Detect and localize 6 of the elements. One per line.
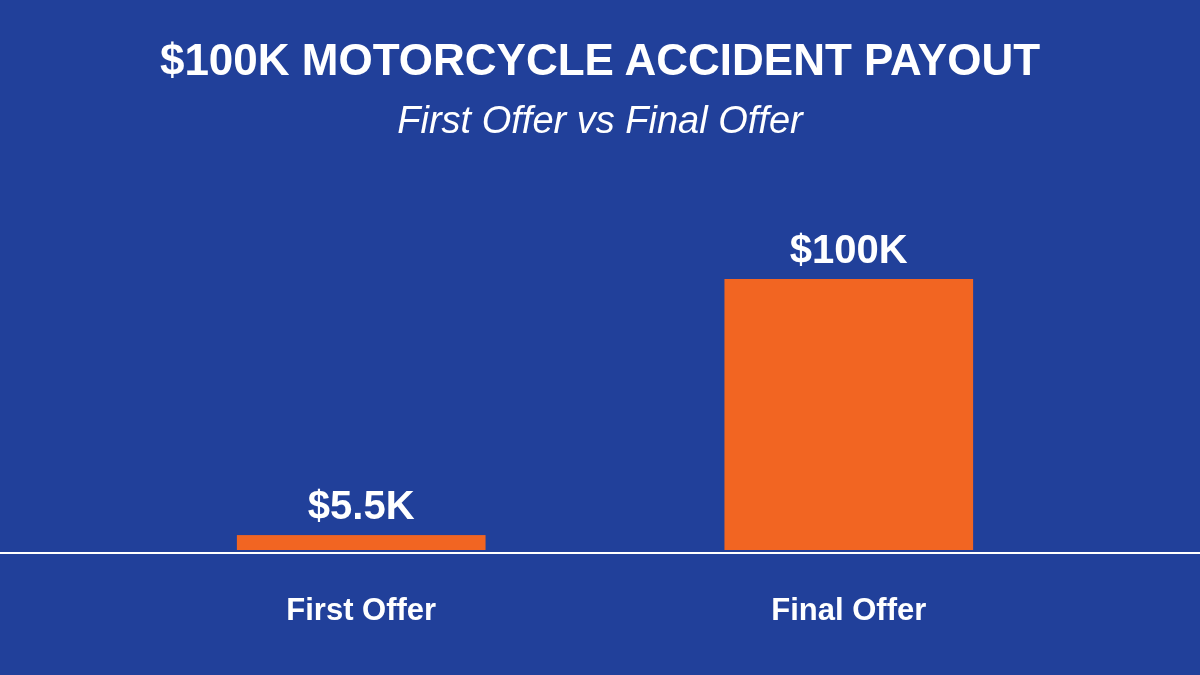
chart-subtitle: First Offer vs Final Offer [397, 99, 805, 141]
x-tick-label: Final Offer [771, 592, 927, 627]
x-tick-label: First Offer [286, 592, 437, 627]
data-label: $100K [789, 227, 908, 271]
data-label: $5.5K [307, 483, 415, 528]
chart-title: $100K MOTORCYCLE ACCIDENT PAYOUT [159, 35, 1041, 84]
